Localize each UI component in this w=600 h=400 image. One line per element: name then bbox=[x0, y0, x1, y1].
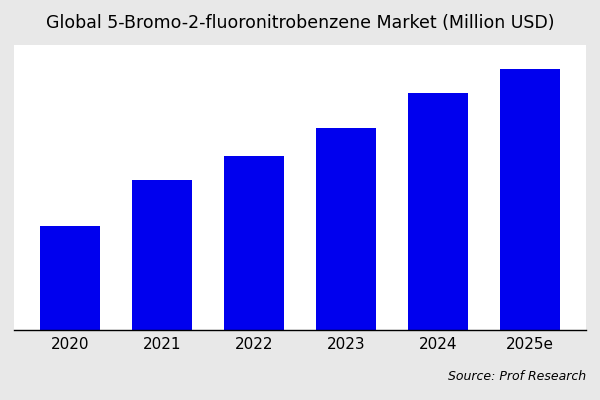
Bar bbox=[224, 156, 284, 330]
Bar bbox=[40, 226, 100, 330]
Title: Global 5-Bromo-2-fluoronitrobenzene Market (Million USD): Global 5-Bromo-2-fluoronitrobenzene Mark… bbox=[46, 14, 554, 32]
Bar bbox=[132, 180, 192, 330]
Text: Source: Prof Research: Source: Prof Research bbox=[448, 370, 586, 383]
Bar bbox=[316, 128, 376, 330]
Bar bbox=[408, 93, 468, 330]
Bar bbox=[500, 69, 560, 330]
